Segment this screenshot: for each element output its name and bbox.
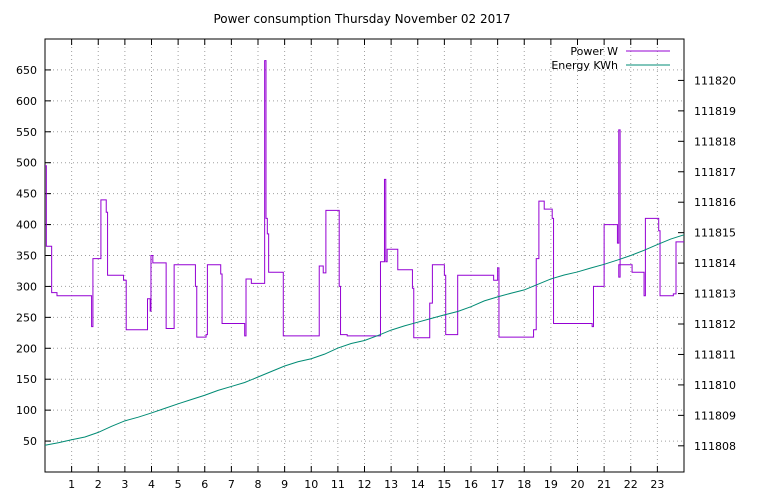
y-right-tick-label: 111819: [694, 105, 736, 118]
legend-label: Power W: [570, 45, 618, 58]
y-left-tick-label: 300: [16, 280, 37, 293]
axes: 1 2 3 4 5 6 7 8 9 10 11 12 13 14 15 16 17 18 19 20 21 22 23501…: [16, 38, 736, 491]
y-left-tick-label: 250: [16, 311, 37, 324]
x-tick-label: 10: [304, 478, 318, 491]
y-right-tick-label: 111811: [694, 348, 736, 361]
y-right-tick-label: 111817: [694, 166, 736, 179]
series-line-energy-kwh: [44, 234, 685, 446]
y-left-tick-label: 400: [16, 219, 37, 232]
x-tick-label: 21: [597, 478, 611, 491]
x-tick-label: 19: [544, 478, 558, 491]
y-right-tick-label: 111815: [694, 227, 736, 240]
y-right-tick-label: 111818: [694, 135, 736, 148]
x-tick-label: 12: [358, 478, 372, 491]
y-left-tick-label: 450: [16, 188, 37, 201]
x-tick-label: 13: [384, 478, 398, 491]
y-right-tick-label: 111813: [694, 288, 736, 301]
series-line-power-w: [45, 60, 684, 339]
x-tick-label: 23: [650, 478, 664, 491]
x-tick-label: 11: [331, 478, 345, 491]
y-left-tick-label: 100: [16, 404, 37, 417]
y-left-tick-label: 200: [16, 342, 37, 355]
x-tick-label: 1: [68, 478, 75, 491]
x-tick-label: 3: [121, 478, 128, 491]
y-left-tick-label: 50: [23, 435, 37, 448]
x-tick-label: 17: [491, 478, 505, 491]
y-left-tick-label: 500: [16, 157, 37, 170]
y-right-tick-label: 111816: [694, 196, 736, 209]
y-right-tick-label: 111810: [694, 379, 736, 392]
x-tick-label: 8: [255, 478, 262, 491]
x-tick-label: 6: [201, 478, 208, 491]
x-tick-label: 18: [517, 478, 531, 491]
x-tick-label: 22: [624, 478, 638, 491]
y-right-tick-label: 111820: [694, 74, 736, 87]
legend-label: Energy KWh: [551, 59, 618, 72]
y-right-tick-label: 111808: [694, 440, 736, 453]
y-right-tick-label: 111812: [694, 318, 736, 331]
x-tick-label: 14: [411, 478, 425, 491]
y-left-tick-label: 550: [16, 126, 37, 139]
x-tick-label: 15: [437, 478, 451, 491]
x-tick-label: 2: [95, 478, 102, 491]
x-tick-label: 20: [571, 478, 585, 491]
y-right-tick-label: 111809: [694, 409, 736, 422]
x-tick-label: 9: [281, 478, 288, 491]
y-right-tick-label: 111814: [694, 257, 736, 270]
y-left-tick-label: 600: [16, 95, 37, 108]
y-left-tick-label: 650: [16, 64, 37, 77]
x-tick-label: 16: [464, 478, 478, 491]
x-tick-label: 4: [148, 478, 155, 491]
x-tick-label: 7: [228, 478, 235, 491]
x-tick-label: 5: [175, 478, 182, 491]
chart-title: Power consumption Thursday November 02 2…: [213, 12, 510, 26]
series-lines: [44, 60, 685, 446]
y-left-tick-label: 150: [16, 373, 37, 386]
y-left-tick-label: 350: [16, 250, 37, 263]
grid-lines: [45, 39, 684, 472]
